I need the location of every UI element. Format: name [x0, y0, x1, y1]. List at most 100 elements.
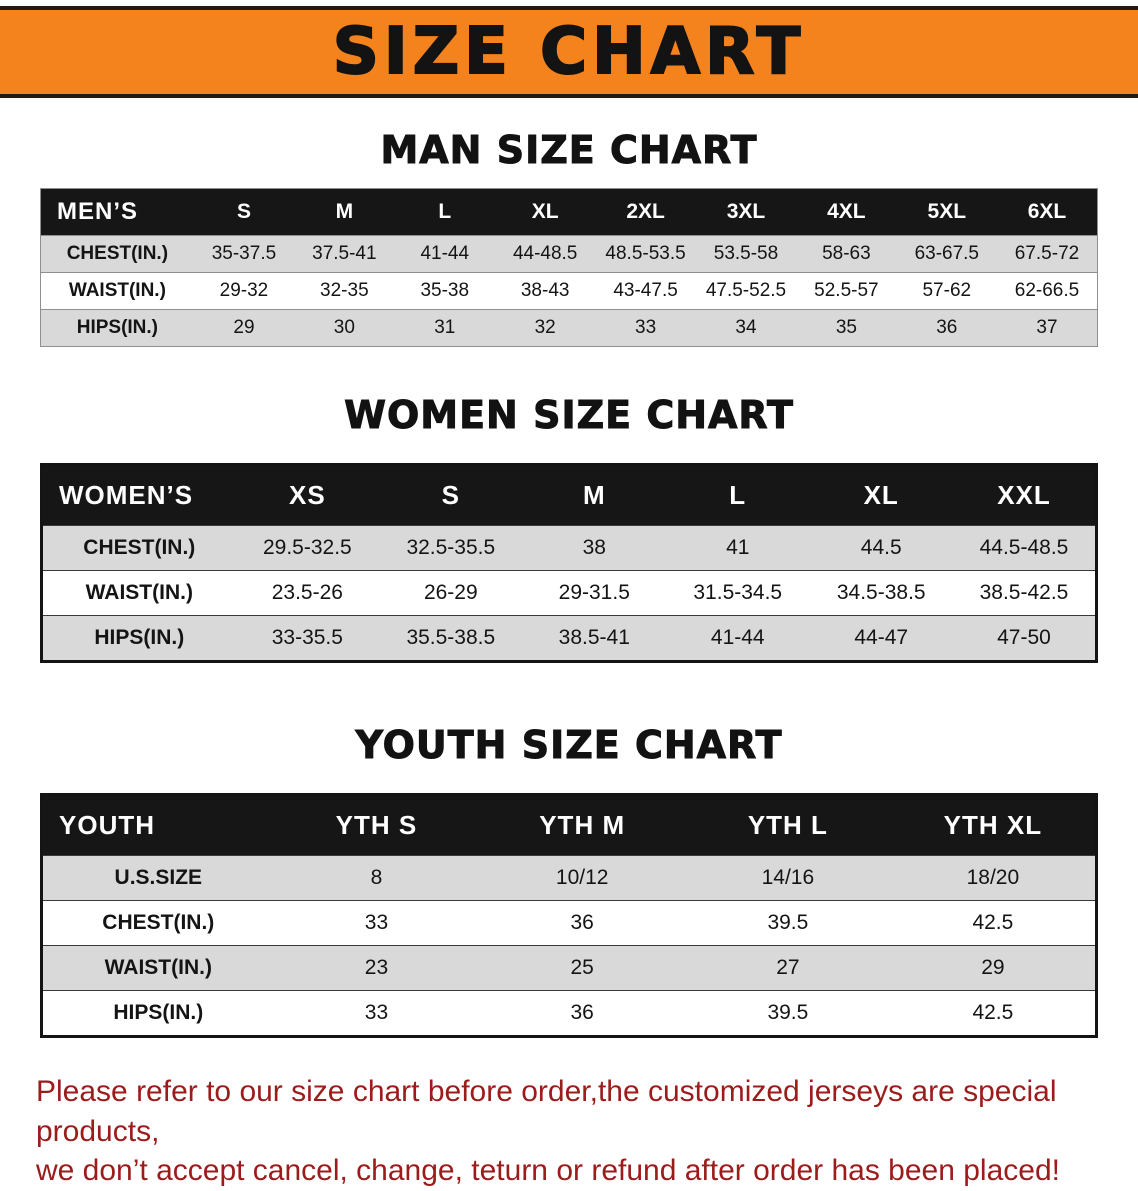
- size-cell: 23.5-26: [271, 581, 343, 604]
- man-size-header: 2XL: [595, 188, 696, 236]
- size-cell: 57-62: [922, 280, 972, 301]
- man-size-header: 3XL: [695, 188, 797, 236]
- size-cell: 33-35.5: [271, 626, 343, 649]
- youth-corner-label: YOUTH: [41, 794, 274, 856]
- size-cell: 25: [570, 956, 594, 979]
- size-cell: 38.5-41: [558, 626, 630, 649]
- size-cell: 32: [534, 317, 556, 338]
- youth-header-row: YOUTH YTH S YTH M YTH L YTH XL: [41, 794, 1097, 856]
- order-policy-notice: Please refer to our size chart before or…: [36, 1072, 1102, 1191]
- size-cell: 63-67.5: [914, 243, 980, 264]
- youth-waist-row: WAIST(IN.) 23 25 27 29: [41, 945, 1097, 991]
- page-title: SIZE CHART: [332, 14, 806, 90]
- size-cell: 41-44: [710, 626, 765, 649]
- size-cell: 31.5-34.5: [693, 581, 783, 604]
- size-cell: 35-37.5: [211, 243, 277, 264]
- size-cell: 14/16: [761, 866, 815, 889]
- man-size-header: 6XL: [997, 188, 1098, 236]
- size-cell: 38-43: [520, 280, 570, 301]
- size-cell: 39.5: [767, 911, 809, 934]
- row-label: HIPS(IN.): [94, 626, 185, 649]
- size-cell: 44-48.5: [512, 243, 578, 264]
- women-size-header: XXL: [952, 464, 1097, 526]
- size-cell: 34: [735, 317, 757, 338]
- row-label: WAIST(IN.): [85, 581, 193, 604]
- women-corner-label: WOMEN’S: [41, 464, 236, 526]
- youth-chest-row: CHEST(IN.) 33 36 39.5 42.5: [41, 900, 1097, 946]
- size-cell: 42.5: [972, 1001, 1014, 1024]
- women-chest-row: CHEST(IN.) 29.5-32.5 32.5-35.5 38 41 44.…: [41, 525, 1097, 571]
- women-size-header: M: [522, 464, 667, 526]
- size-cell: 32.5-35.5: [406, 536, 496, 559]
- row-label: CHEST(IN.): [66, 243, 169, 264]
- size-cell: 18/20: [966, 866, 1020, 889]
- youth-size-header: YTH S: [273, 794, 480, 856]
- size-cell: 36: [570, 911, 594, 934]
- size-cell: 58-63: [822, 243, 871, 264]
- size-cell: 36: [936, 317, 958, 338]
- size-cell: 27: [776, 956, 800, 979]
- size-cell: 23: [364, 956, 389, 979]
- row-label: U.S.SIZE: [114, 866, 203, 889]
- size-cell: 33: [364, 911, 389, 934]
- youth-size-header: YTH L: [685, 794, 891, 856]
- size-cell: 29: [233, 317, 255, 338]
- size-cell: 35-38: [420, 280, 470, 301]
- size-cell: 36: [570, 1001, 594, 1024]
- size-cell: 30: [333, 317, 355, 338]
- man-header-row: MEN’S S M L XL 2XL 3XL 4XL 5XL 6XL: [40, 188, 1098, 236]
- size-cell: 62-66.5: [1014, 280, 1080, 301]
- size-cell: 53.5-58: [713, 243, 779, 264]
- size-cell: 44-47: [854, 626, 909, 649]
- size-cell: 29-32: [219, 280, 269, 301]
- size-cell: 33: [364, 1001, 389, 1024]
- man-size-header: L: [394, 188, 495, 236]
- women-size-table: WOMEN’S XS S M L XL XXL CHEST(IN.) 29.5-…: [40, 463, 1098, 663]
- size-cell: 26-29: [423, 581, 478, 604]
- size-cell: 35.5-38.5: [406, 626, 496, 649]
- women-waist-row: WAIST(IN.) 23.5-26 26-29 29-31.5 31.5-34…: [41, 570, 1097, 616]
- size-cell: 38: [582, 536, 606, 559]
- size-cell: 43-47.5: [613, 280, 678, 301]
- size-cell: 41-44: [420, 243, 470, 264]
- notice-line-2: we don’t accept cancel, change, teturn o…: [36, 1154, 1060, 1188]
- women-size-header: S: [379, 464, 523, 526]
- size-cell: 8: [370, 866, 383, 889]
- size-cell: 47.5-52.5: [705, 280, 787, 301]
- title-banner: SIZE CHART: [0, 6, 1138, 98]
- size-cell: 41: [726, 536, 750, 559]
- youth-ussize-row: U.S.SIZE 8 10/12 14/16 18/20: [41, 855, 1097, 901]
- youth-size-table: YOUTH YTH S YTH M YTH L YTH XL U.S.SIZE …: [40, 793, 1098, 1038]
- women-size-header: L: [666, 464, 810, 526]
- size-cell: 48.5-53.5: [605, 243, 686, 264]
- row-label: HIPS(IN.): [76, 317, 159, 338]
- man-hips-row: HIPS(IN.) 29 30 31 32 33 34 35 36 37: [40, 309, 1098, 347]
- size-cell: 37: [1036, 317, 1058, 338]
- women-section-heading: WOMEN SIZE CHART: [344, 393, 794, 438]
- notice-line-1: Please refer to our size chart before or…: [36, 1075, 1057, 1148]
- man-section-heading: MAN SIZE CHART: [380, 128, 758, 173]
- size-cell: 44.5-48.5: [979, 536, 1069, 559]
- row-label: CHEST(IN.): [102, 911, 215, 934]
- size-cell: 39.5: [767, 1001, 809, 1024]
- size-cell: 37.5-41: [312, 243, 377, 264]
- man-chest-row: CHEST(IN.) 35-37.5 37.5-41 41-44 44-48.5…: [40, 235, 1098, 273]
- size-cell: 31: [434, 317, 456, 338]
- women-size-header: XL: [809, 464, 953, 526]
- size-cell: 42.5: [972, 911, 1014, 934]
- size-cell: 33: [635, 317, 657, 338]
- man-size-header: 4XL: [796, 188, 897, 236]
- man-corner-label: MEN’S: [40, 188, 194, 236]
- youth-hips-row: HIPS(IN.) 33 36 39.5 42.5: [41, 990, 1097, 1037]
- women-header-row: WOMEN’S XS S M L XL XXL: [41, 464, 1097, 526]
- size-cell: 44.5: [860, 536, 902, 559]
- size-cell: 52.5-57: [814, 280, 879, 301]
- size-cell: 32-35: [320, 280, 369, 301]
- man-size-header: S: [193, 188, 295, 236]
- women-hips-row: HIPS(IN.) 33-35.5 35.5-38.5 38.5-41 41-4…: [41, 615, 1097, 662]
- size-cell: 35: [835, 317, 857, 338]
- man-waist-row: WAIST(IN.) 29-32 32-35 35-38 38-43 43-47…: [40, 272, 1098, 310]
- women-size-header: XS: [235, 464, 380, 526]
- youth-size-header: YTH M: [479, 794, 686, 856]
- size-cell: 29: [981, 956, 1005, 979]
